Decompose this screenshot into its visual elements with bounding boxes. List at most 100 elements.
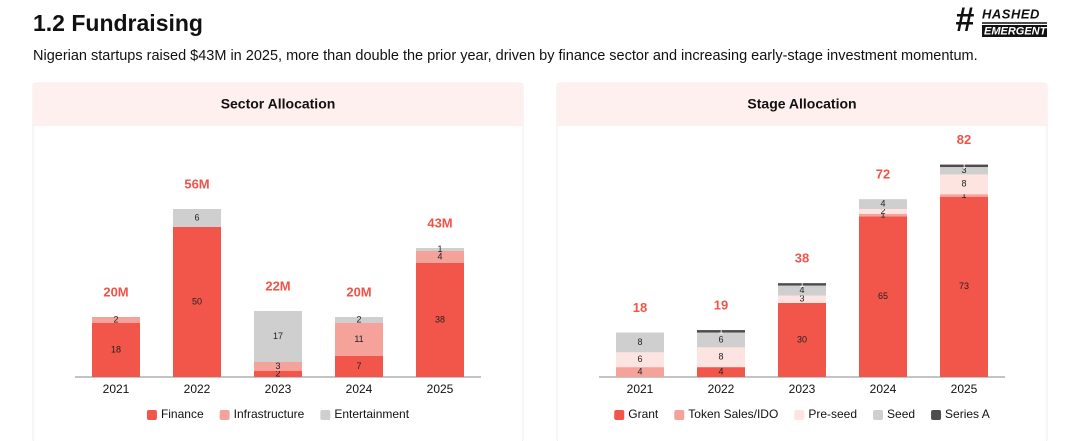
bar-segment (416, 263, 464, 377)
legend-swatch (614, 410, 625, 420)
legend: Finance Infrastructure Entertainment (146, 407, 410, 421)
segment-label: 1 (961, 160, 966, 170)
logo-line1: HASHED (982, 6, 1040, 21)
segment-label: 1 (799, 279, 804, 289)
card-header (557, 83, 1047, 126)
segment-label: 4 (799, 285, 804, 295)
chart-title: Sector Allocation (221, 96, 336, 112)
segment-label: 1 (437, 244, 442, 254)
bar-segment (697, 347, 745, 368)
bar-segment (778, 302, 826, 377)
segment-label: 3 (275, 361, 280, 371)
bar-segment (697, 332, 745, 348)
bar-segment (940, 196, 988, 377)
segment-label: 7 (356, 361, 361, 371)
legend-swatch (931, 410, 942, 420)
segment-label: 1 (961, 190, 966, 200)
bar-segment (778, 283, 826, 286)
segment-label: 17 (273, 331, 283, 341)
total-label: 20M (103, 284, 128, 299)
legend: Grant Token Sales/IDO Pre-seed Seed Series A (614, 407, 990, 421)
page-title: 1.2 Fundraising (33, 10, 203, 36)
bar-segment (859, 213, 907, 217)
legend-label: Infrastructure (234, 407, 305, 421)
chart-card: Stage Allocation468182021486119202230341… (556, 82, 1048, 441)
total-label: 20M (346, 284, 371, 299)
bar-segment (92, 317, 140, 323)
segment-label: 3 (799, 294, 804, 304)
bar-segment (859, 199, 907, 210)
logo: # HASHED EMERGENT (955, 1, 1048, 39)
legend-label: Pre-seed (808, 407, 857, 421)
logo-line2: EMERGENT (984, 25, 1048, 37)
legend-swatch (794, 410, 805, 420)
segment-label: 73 (959, 281, 969, 291)
segment-label: 2 (356, 314, 361, 324)
legend-label: Grant (628, 407, 659, 421)
bar-segment (940, 164, 988, 168)
segment-label: 30 (797, 334, 807, 344)
total-label: 56M (184, 176, 209, 191)
logo-symbol: # (955, 1, 974, 39)
segment-label: 50 (192, 296, 202, 306)
legend-swatch (219, 410, 230, 420)
chart-title: Stage Allocation (747, 96, 856, 112)
total-label: 18 (633, 300, 647, 315)
bar-segment (778, 285, 826, 296)
bar-segment (859, 216, 907, 377)
segment-label: 6 (637, 354, 642, 364)
bar-segment (254, 362, 302, 371)
segment-label: 6 (718, 334, 723, 344)
segment-label: 2 (880, 206, 885, 216)
bar-segment (616, 367, 664, 377)
segment-label: 6 (194, 212, 199, 222)
total-label: 43M (427, 215, 452, 230)
card-header (33, 83, 523, 126)
segment-label: 65 (878, 291, 888, 301)
segment-label: 1 (718, 326, 723, 336)
segment-label: 4 (637, 366, 642, 376)
legend-swatch (146, 410, 157, 420)
segment-label: 4 (437, 251, 442, 261)
x-tick-label: 2023 (265, 382, 292, 396)
segment-label: 8 (961, 179, 966, 189)
bar-segment (940, 167, 988, 175)
segment-label: 4 (880, 198, 885, 208)
bar-segment (416, 251, 464, 263)
segment-label: 8 (637, 337, 642, 347)
total-label: 72 (876, 167, 890, 182)
x-tick-label: 2025 (427, 382, 454, 396)
bar-segment (173, 227, 221, 377)
segment-label: 3 (961, 165, 966, 175)
bar-segment (254, 371, 302, 377)
legend-swatch (873, 410, 884, 420)
segment-label: 4 (718, 366, 723, 376)
bar-segment (616, 352, 664, 368)
x-tick-label: 2023 (789, 382, 816, 396)
bar-segment (335, 317, 383, 323)
x-tick-label: 2025 (951, 382, 978, 396)
bar-segment (335, 323, 383, 356)
bar-segment (173, 209, 221, 227)
x-tick-label: 2021 (103, 382, 130, 396)
segment-label: 1 (880, 210, 885, 220)
segment-label: 11 (354, 334, 363, 344)
chart-card: Sector Allocation18220M202150656M2022231… (32, 82, 524, 441)
total-label: 82 (957, 132, 971, 147)
bar-segment (940, 194, 988, 197)
x-tick-label: 2022 (708, 382, 735, 396)
bar-segment (416, 248, 464, 251)
bar-segment (778, 295, 826, 303)
segment-label: 2 (113, 314, 118, 324)
legend-label: Entertainment (334, 407, 409, 421)
bar-segment (616, 332, 664, 353)
segment-label: 18 (111, 344, 121, 354)
segment-label: 8 (718, 352, 723, 362)
bar-segment (92, 323, 140, 377)
bar-segment (859, 209, 907, 214)
legend-swatch (320, 410, 331, 420)
bar-segment (940, 174, 988, 195)
x-tick-label: 2021 (627, 382, 654, 396)
